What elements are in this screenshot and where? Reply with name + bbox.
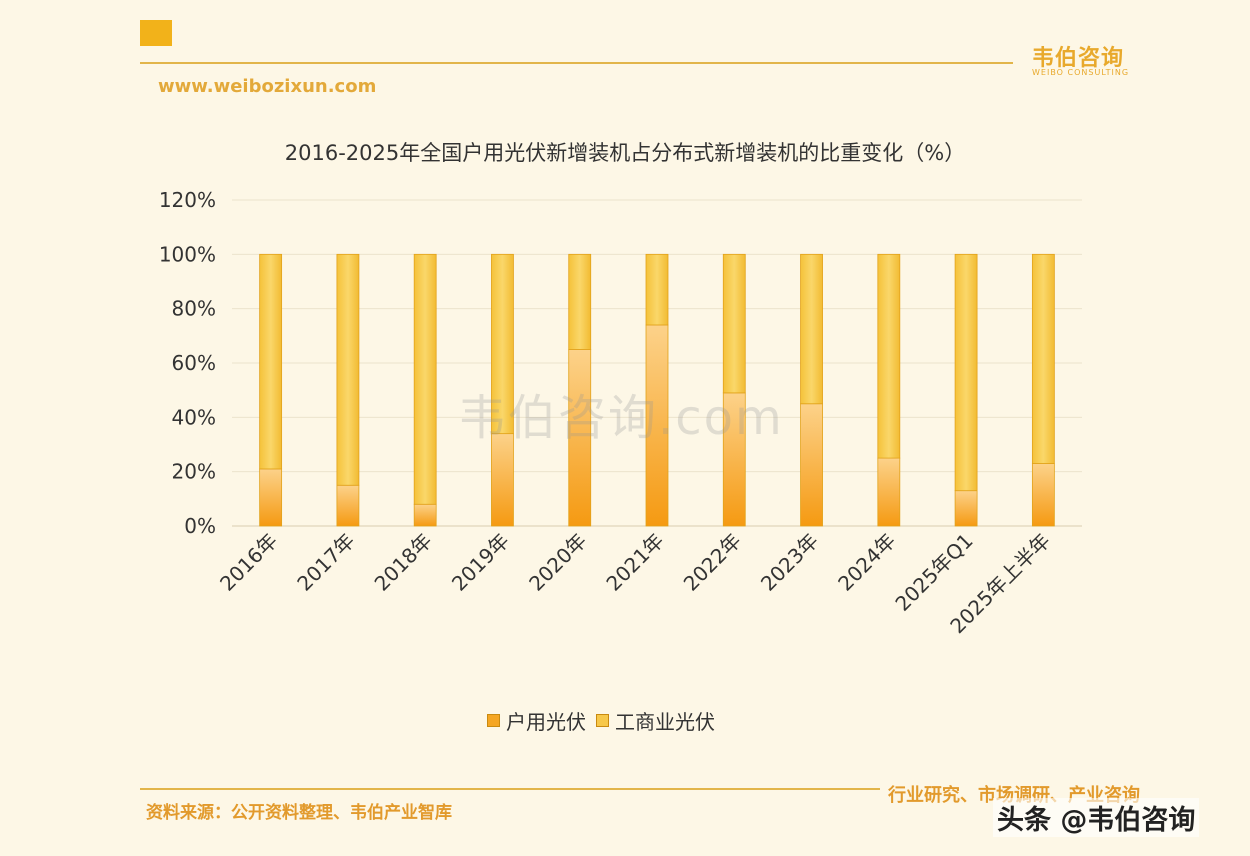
platform-watermark: 头条 @韦伯咨询 bbox=[993, 798, 1200, 837]
bar-commercial bbox=[722, 253, 746, 394]
legend-item-commercial: 工商业光伏 bbox=[596, 706, 715, 735]
x-tick-label: 2022年 bbox=[679, 529, 746, 596]
bar-household bbox=[954, 490, 978, 527]
legend-swatch-household bbox=[487, 714, 500, 727]
y-tick-label: 80% bbox=[172, 297, 216, 321]
bar-household bbox=[877, 457, 901, 527]
legend-item-household: 户用光伏 bbox=[487, 706, 586, 735]
bar-household bbox=[336, 484, 360, 527]
bar-household bbox=[259, 468, 283, 527]
y-tick-label: 120% bbox=[159, 188, 216, 212]
bar-commercial bbox=[954, 253, 978, 492]
bar-commercial bbox=[336, 253, 360, 486]
footer-divider bbox=[140, 788, 880, 790]
x-tick-label: 2019年 bbox=[447, 529, 514, 596]
y-tick-label: 40% bbox=[172, 405, 216, 429]
bar-household bbox=[800, 403, 823, 527]
x-tick-label: 2018年 bbox=[370, 529, 437, 596]
y-tick-label: 20% bbox=[172, 460, 216, 484]
x-tick-label: 2021年 bbox=[601, 529, 668, 596]
bar-commercial bbox=[568, 253, 592, 350]
y-tick-label: 0% bbox=[184, 514, 216, 538]
bar-commercial bbox=[413, 253, 437, 505]
legend-label-household: 户用光伏 bbox=[506, 710, 586, 734]
x-tick-label: 2024年 bbox=[833, 529, 900, 596]
chart-title: 2016-2025年全国户用光伏新增装机占分布式新增装机的比重变化（%） bbox=[284, 141, 966, 165]
brand-logo-square bbox=[140, 20, 172, 46]
brand-name: 韦伯咨询 bbox=[1032, 46, 1125, 71]
chart-legend: 户用光伏 工商业光伏 bbox=[487, 706, 715, 735]
bar-commercial bbox=[800, 253, 823, 405]
x-tick-label: 2017年 bbox=[292, 529, 359, 596]
legend-swatch-commercial bbox=[596, 714, 609, 727]
x-tick-label: 2016年 bbox=[215, 529, 282, 596]
website-url: www.weibozixun.com bbox=[158, 76, 377, 97]
bar-commercial bbox=[1031, 253, 1055, 464]
bar-commercial bbox=[259, 253, 283, 470]
legend-label-commercial: 工商业光伏 bbox=[615, 710, 715, 734]
header-divider bbox=[140, 62, 1013, 64]
bar-commercial bbox=[645, 253, 669, 326]
y-tick-label: 100% bbox=[159, 242, 216, 266]
bar-commercial bbox=[491, 253, 514, 435]
bar-household bbox=[1031, 463, 1055, 527]
bar-household bbox=[413, 503, 437, 527]
watermark: 韦伯咨询.com bbox=[458, 390, 784, 446]
bar-commercial bbox=[877, 253, 901, 459]
x-tick-label: 2020年 bbox=[524, 529, 591, 596]
x-tick-label: 2023年 bbox=[756, 529, 823, 596]
y-tick-label: 60% bbox=[172, 351, 216, 375]
brand-subtitle: WEIBO CONSULTING bbox=[1032, 68, 1130, 77]
source-note: 资料来源：公开资料整理、韦伯产业智库 bbox=[146, 803, 452, 823]
